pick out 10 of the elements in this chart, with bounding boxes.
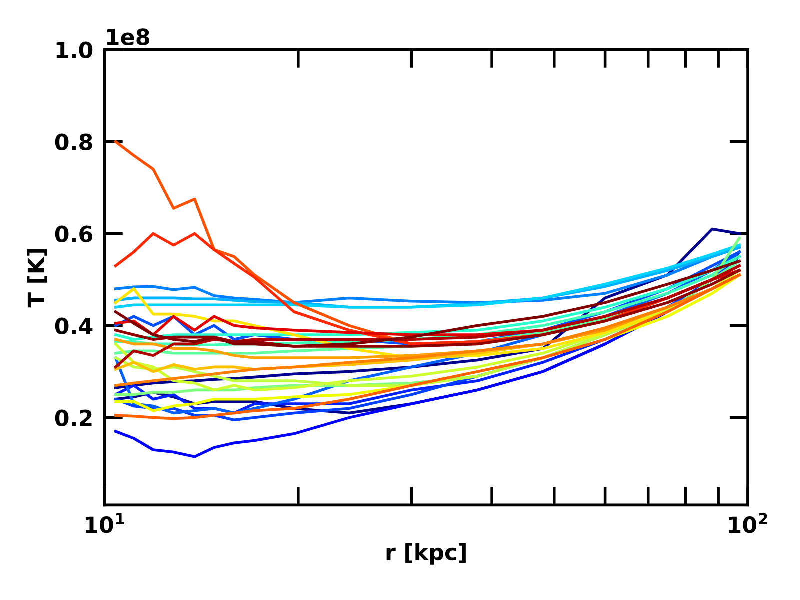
y-tick-label: 0.4 <box>55 318 93 335</box>
y-tick-label: 0.8 <box>55 134 92 151</box>
x-tick-label: 10$^{2}$ <box>729 512 768 534</box>
y-tick-label: 1.0 <box>56 42 93 59</box>
y-tick-label: 0.2 <box>55 410 92 427</box>
text: 1e8 <box>107 28 150 46</box>
x-axis-title: r [kpc] <box>386 543 466 565</box>
y-axis-title: T [K] <box>27 249 48 308</box>
x-tick-label: 10$^{1}$ <box>86 513 124 534</box>
y-tick-label: 0.6 <box>55 226 92 243</box>
